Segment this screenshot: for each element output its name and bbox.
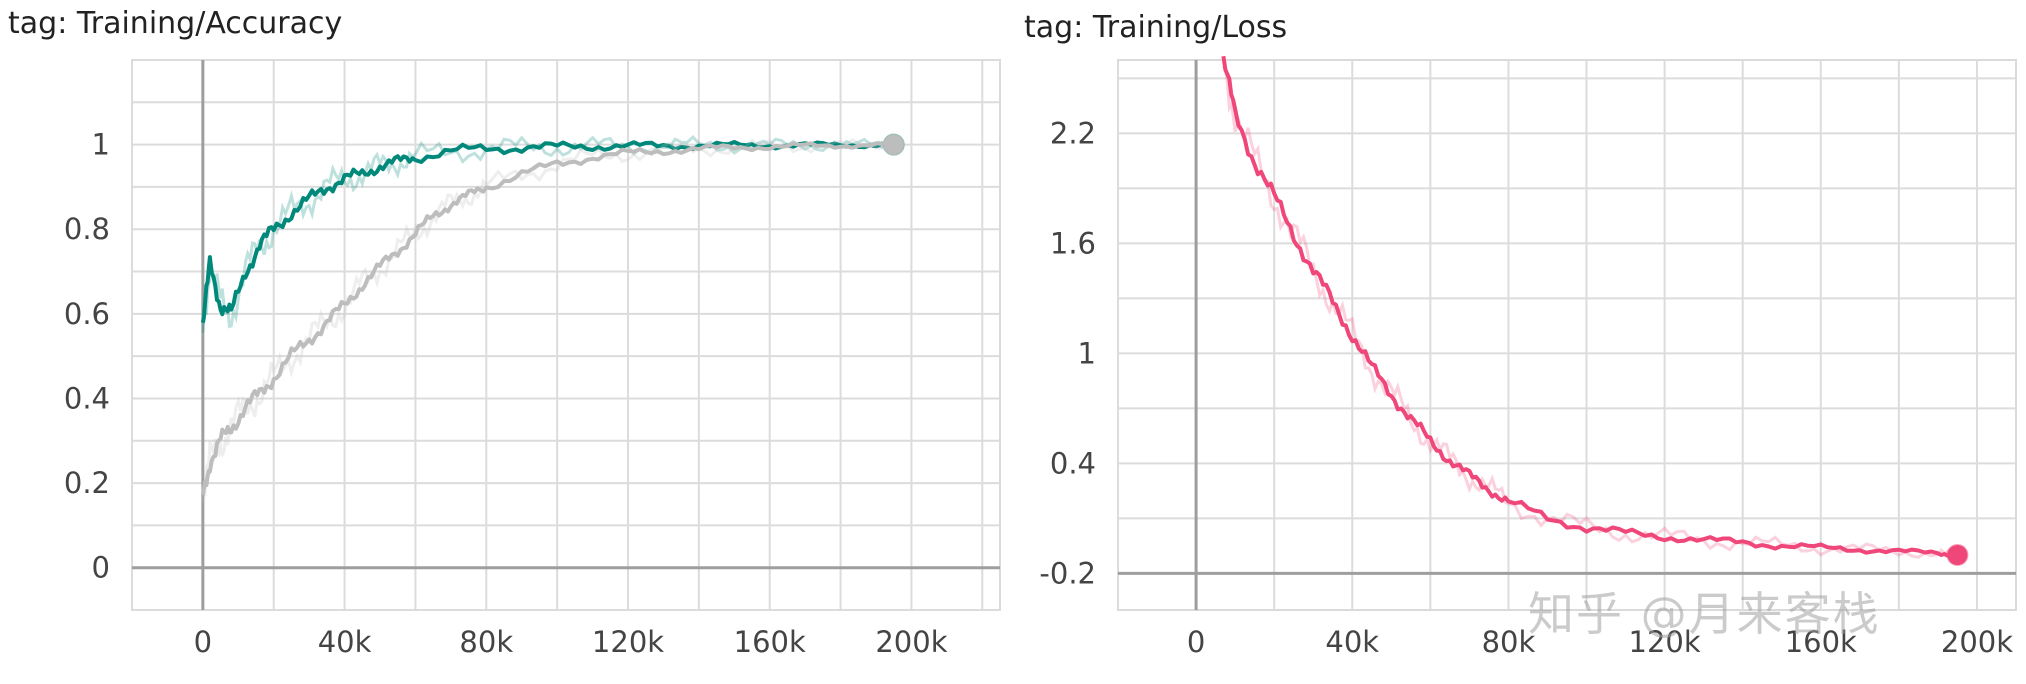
loss-chart: 0 40k 80k 120k 160k 200k -0.2 0.4 1 1.6 2.2 — [1039, 55, 2017, 659]
loss-series-0-endpoint — [1946, 544, 1969, 566]
loss-y-tick-label: 1.6 — [1050, 226, 1096, 260]
accuracy-x-tick-label: 160k — [734, 625, 806, 659]
accuracy-y-tick-label: 0.6 — [64, 297, 110, 331]
loss-series-0-line — [1221, 55, 1958, 559]
accuracy-chart-title: tag: Training/Accuracy — [8, 6, 343, 41]
loss-x-tick-label: 120k — [1629, 625, 1701, 659]
accuracy-series-1-line — [200, 140, 894, 496]
loss-x-tick-label: 160k — [1785, 625, 1857, 659]
loss-y-tick-label: 0.4 — [1050, 446, 1096, 480]
loss-x-tick-label: 80k — [1482, 625, 1536, 659]
accuracy-y-tick-label: 0.4 — [64, 381, 110, 415]
accuracy-x-tick-label: 200k — [875, 625, 947, 659]
loss-chart-title: tag: Training/Loss — [1024, 10, 1288, 45]
accuracy-x-tick-label: 40k — [318, 625, 372, 659]
accuracy-x-tick-label: 0 — [194, 625, 212, 659]
accuracy-chart: 0 40k 80k 120k 160k 200k 0 0.2 0.4 0.6 0.8 1 — [64, 59, 1001, 659]
loss-y-tick-label: -0.2 — [1039, 556, 1096, 590]
loss-y-tick-label: 1 — [1078, 336, 1096, 370]
accuracy-series-0-line — [200, 140, 895, 324]
accuracy-y-tick-label: 0.2 — [64, 466, 110, 500]
loss-x-tick-label: 200k — [1941, 625, 2013, 659]
loss-series-0-raw-line — [1222, 65, 1958, 559]
accuracy-y-tick-label: 0 — [92, 551, 110, 585]
loss-panel: 0 40k 80k 120k 160k 200k -0.2 0.4 1 1.6 2.2 tag: T… — [1013, 0, 2026, 684]
accuracy-panel: 0 40k 80k 120k 160k 200k 0 0.2 0.4 0.6 0.8 1 tag: T… — [8, 6, 1001, 659]
accuracy-y-tick-label: 1 — [92, 128, 110, 162]
loss-x-tick-label: 40k — [1325, 625, 1379, 659]
accuracy-series-1-raw-line — [201, 138, 894, 502]
accuracy-series-1-endpoint — [882, 133, 905, 156]
watermark-text: 知乎 @月来客栈 — [1528, 587, 1881, 641]
loss-x-tick-label: 0 — [1187, 625, 1205, 659]
accuracy-y-tick-label: 0.8 — [64, 212, 110, 246]
accuracy-x-tick-label: 80k — [459, 625, 513, 659]
accuracy-x-tick-label: 120k — [592, 625, 664, 659]
loss-y-tick-label: 2.2 — [1050, 116, 1096, 150]
